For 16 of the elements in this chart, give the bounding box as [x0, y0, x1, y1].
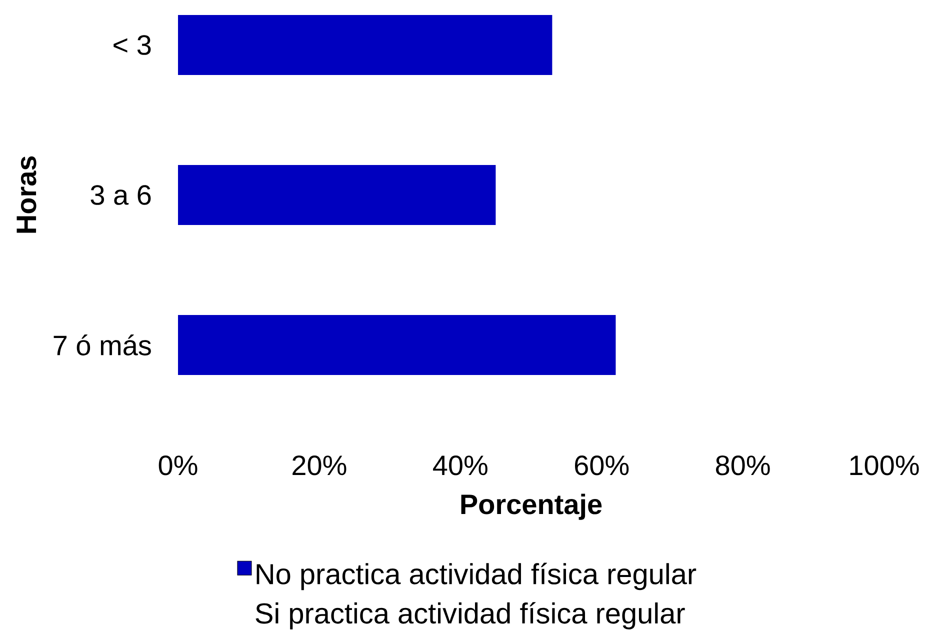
- bar: [178, 315, 616, 376]
- x-tick-label: 80%: [716, 455, 770, 476]
- bar: [178, 165, 496, 226]
- legend-label: No practica actividad física regular: [256, 562, 696, 590]
- x-tick-label: 60%: [575, 455, 629, 476]
- x-tick-label: 40%: [433, 455, 488, 476]
- x-axis-title: Porcentaje: [461, 494, 602, 520]
- text: Si practica actividad física regular: [256, 602, 685, 630]
- x-tick-label: 100%: [850, 455, 919, 476]
- y-axis-title: Horas: [16, 156, 36, 233]
- x-tick-label: 20%: [292, 455, 346, 476]
- x-tick-label: 0%: [158, 455, 198, 476]
- bar: [178, 15, 552, 76]
- y-tick-label: 3 a 6: [90, 185, 151, 205]
- y-tick-label: < 3: [114, 35, 151, 55]
- y-tick-label: 7 ó más: [54, 334, 151, 356]
